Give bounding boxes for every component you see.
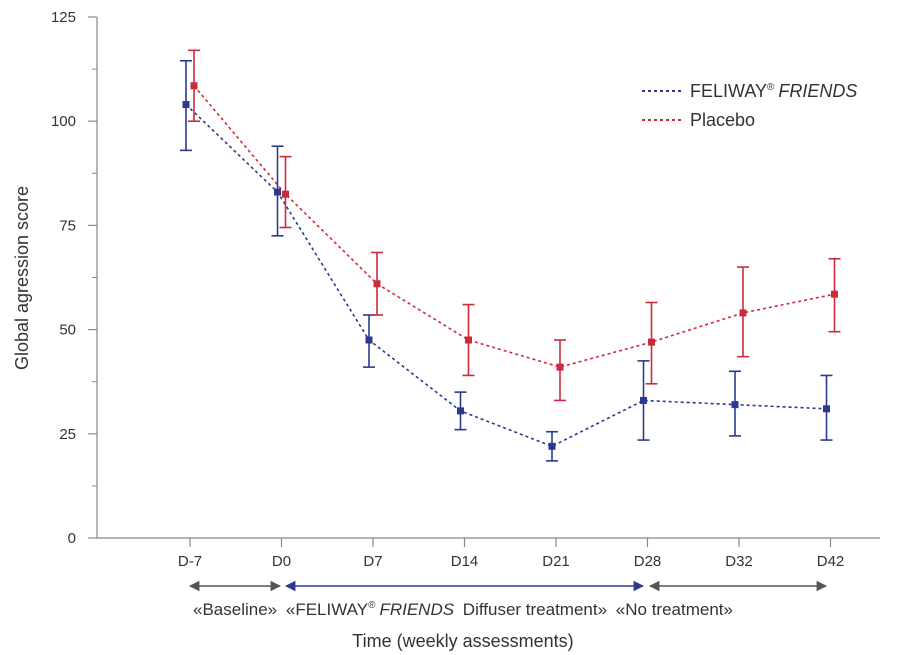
data-point	[548, 442, 556, 450]
phase-label-treatment-reg: ®	[368, 600, 376, 611]
data-point	[556, 363, 564, 371]
data-point	[190, 82, 198, 90]
data-point	[648, 338, 655, 346]
data-point	[274, 188, 281, 196]
legend-label-feliway: FELIWAY® FRIENDS	[690, 81, 857, 101]
data-point	[465, 336, 472, 344]
phase-label-treatment-italic: FRIENDS	[379, 600, 454, 619]
data-point	[823, 405, 830, 413]
x-tick-label: D28	[634, 553, 662, 570]
series-line	[193, 85, 835, 368]
data-point	[182, 101, 190, 109]
y-tick-label: 50	[59, 322, 76, 339]
data-point	[731, 401, 739, 409]
y-tick-label: 75	[59, 217, 76, 234]
legend-feliway-main: FELIWAY	[690, 81, 767, 101]
phase-label-no-treatment: «No treatment»	[616, 600, 733, 619]
data-point	[373, 280, 381, 288]
data-point	[282, 190, 289, 198]
y-tick-label: 25	[59, 426, 76, 443]
data-point	[831, 290, 838, 298]
legend-feliway-italic: FRIENDS	[778, 81, 857, 101]
data-point	[739, 309, 747, 317]
x-tick-label: D32	[725, 553, 753, 570]
x-tick-label: D14	[451, 553, 479, 570]
phase-labels: «Baseline» «FELIWAY® FRIENDS Diffuser tre…	[193, 600, 733, 619]
series-line	[185, 103, 827, 448]
y-axis-ticks: 0 25 50 75 100 125	[51, 9, 97, 547]
data-point	[365, 336, 373, 344]
x-axis-title: Time (weekly assessments)	[352, 631, 573, 651]
x-tick-label: D0	[272, 553, 291, 570]
y-tick-label: 0	[68, 530, 76, 547]
data-point	[640, 396, 647, 404]
data-point	[457, 407, 464, 415]
phase-label-treatment-pre: «FELIWAY	[286, 600, 368, 619]
x-tick-label: D-7	[178, 553, 202, 570]
x-tick-label: D21	[542, 553, 570, 570]
y-axis-title: Global agression score	[12, 186, 32, 370]
series-layer	[180, 49, 841, 462]
y-tick-label: 125	[51, 9, 76, 26]
legend: FELIWAY® FRIENDS Placebo	[642, 81, 857, 130]
phase-label-treatment-post: Diffuser treatment»	[463, 600, 607, 619]
y-tick-label: 100	[51, 113, 76, 130]
x-axis-ticks: D-7 D0 D7 D14 D21 D28 D32 D42	[178, 538, 844, 570]
x-tick-label: D7	[363, 553, 382, 570]
legend-feliway-reg: ®	[767, 82, 775, 93]
phase-label-baseline: «Baseline»	[193, 600, 277, 619]
legend-label-placebo: Placebo	[690, 110, 755, 130]
x-tick-label: D42	[817, 553, 845, 570]
